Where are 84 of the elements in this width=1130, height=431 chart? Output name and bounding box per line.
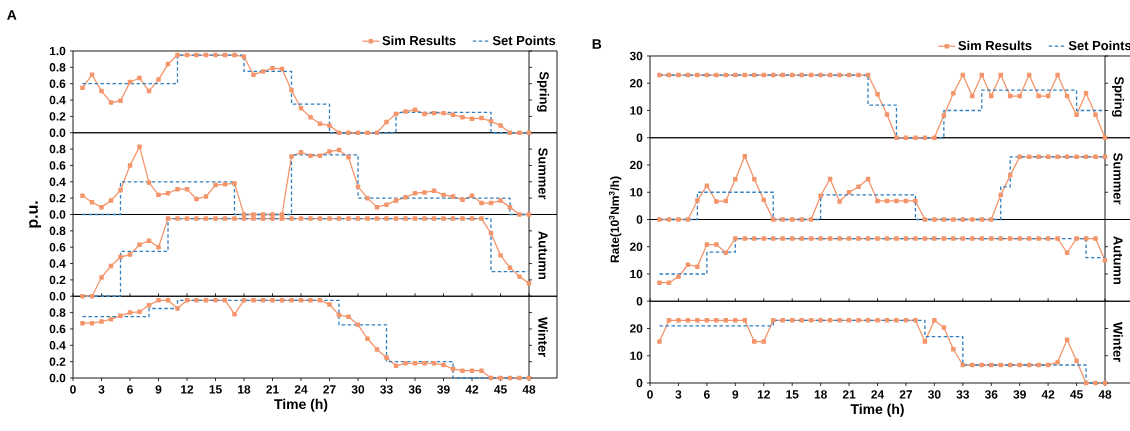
x-tick-label: 0 [647,390,653,399]
y-tick-label: 0.2 [49,193,66,203]
y-axis-title: Rate(10$^{3}$Nm$^{3}$/h) [608,176,622,263]
x-tick-label: 18 [238,385,251,394]
y-tick-label: 0.2 [49,112,66,121]
y-tick-label: 0.0 [49,128,66,137]
legend-label: Sim Results [958,40,1032,51]
text: Winter [1113,322,1123,363]
x-tick-label: 6 [127,385,133,394]
text: Autumn [1113,236,1123,285]
x-tick-label: 30 [928,390,941,399]
text: Summer [1113,153,1123,205]
y-tick-label: 20 [629,160,643,170]
x-tick-label: 21 [266,385,279,394]
x-tick-label: 9 [155,385,162,394]
x-tick-label: 15 [786,390,799,399]
y-tick-label: 30 [629,51,643,61]
x-tick-label: 39 [437,385,450,394]
y-tick-label: 0.0 [49,292,66,301]
y-tick-label: 0.0 [49,210,66,219]
legend-label: Sim Results [382,35,456,46]
y-tick-label: 0.8 [49,226,66,236]
text: Summer [538,148,548,200]
x-tick-label: 48 [522,385,536,394]
x-tick-label: 12 [757,390,770,399]
y-tick-label: 0.6 [49,242,66,252]
x-tick-label: 48 [1098,390,1112,399]
y-tick-label: 20 [629,79,643,88]
x-tick-label: 27 [323,385,336,394]
y-tick-label: 0 [636,297,643,306]
y-tick-label: 0 [636,133,643,142]
x-tick-label: 33 [380,385,393,394]
text: Winter [538,317,548,358]
y-tick-label: 0 [636,215,643,224]
y-tick-label: 0.8 [49,308,66,317]
y-tick-label: 0.8 [49,144,66,154]
x-tick-label: 36 [984,390,998,399]
x-tick-label: 45 [1070,390,1083,399]
y-tick-label: 0.0 [49,373,66,383]
y-tick-label: 10 [630,351,643,360]
text: Autumn [538,231,548,280]
x-tick-label: 42 [465,385,479,394]
x-tick-label: 24 [294,385,308,394]
x-tick-label: 6 [704,390,710,399]
text: A [7,10,17,20]
y-tick-label: 0.2 [49,275,66,285]
y-tick-label: 1.0 [49,46,66,56]
y-tick-label: 20 [629,324,643,333]
x-tick-label: 27 [899,390,913,399]
y-tick-label: 10 [630,188,643,197]
x-tick-label: 30 [351,385,365,394]
x-tick-label: 9 [732,390,739,399]
x-tick-label: 3 [98,385,105,394]
x-tick-label: 45 [494,385,507,394]
x-tick-label: 3 [675,390,682,399]
x-tick-label: 12 [181,385,194,394]
y-tick-label: 0.4 [49,95,66,105]
y-tick-label: 0.4 [49,341,66,350]
y-tick-label: 10 [630,269,643,279]
text: Spring [536,71,550,112]
y-axis-title: p.u. [29,201,42,228]
x-tick-label: 42 [1041,390,1055,399]
y-tick-label: 0.2 [49,357,66,366]
y-tick-label: 20 [629,242,643,251]
x-tick-label: 0 [70,385,76,394]
x-tick-label: 21 [842,390,856,399]
text: Spring [1111,76,1125,117]
x-tick-label: 36 [408,385,422,394]
y-tick-label: 0.8 [49,63,66,72]
x-tick-label: 15 [209,385,222,394]
y-tick-label: 10 [630,106,643,115]
x-tick-label: 33 [956,390,970,399]
text: B [592,39,602,49]
y-tick-label: 0.4 [49,177,66,187]
x-axis-title: Time (h) [274,398,328,412]
x-tick-label: 24 [871,390,885,399]
y-tick-label: 0.6 [49,161,66,170]
y-tick-label: 0.6 [49,79,66,88]
y-tick-label: 0.6 [49,324,66,334]
x-axis-title: Time (h) [850,403,904,417]
y-tick-label: 0.4 [49,259,66,268]
x-tick-label: 18 [814,390,827,399]
x-tick-label: 39 [1013,390,1026,399]
legend-label: Set Points [492,35,556,46]
